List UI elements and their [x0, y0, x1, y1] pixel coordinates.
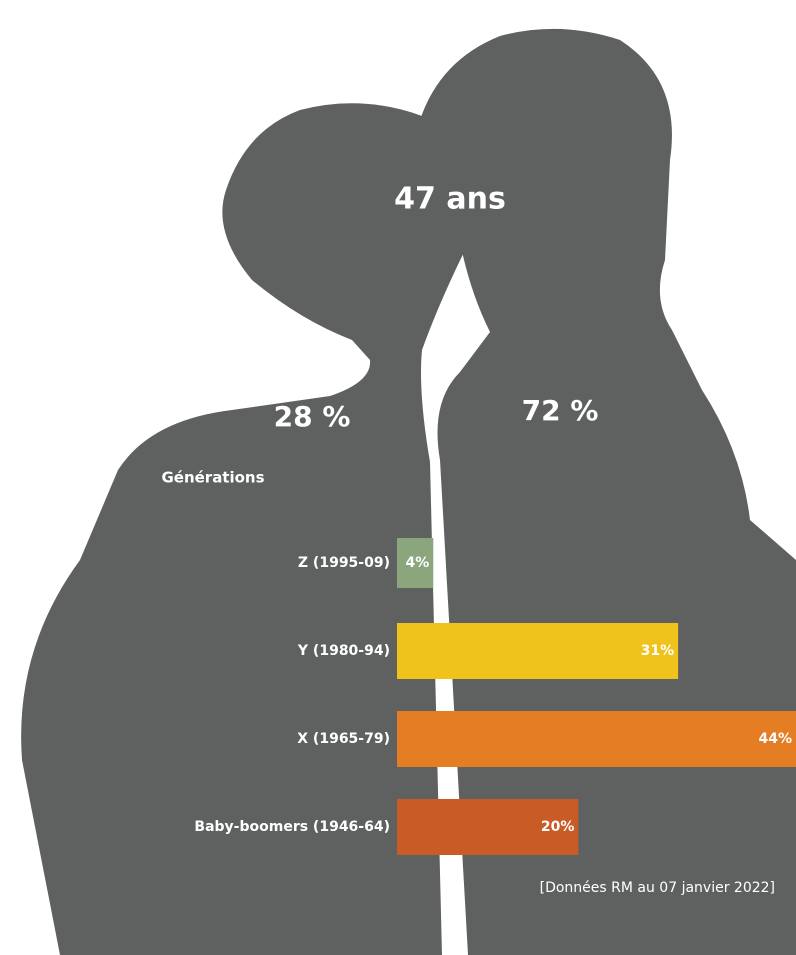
source-note: [Données RM au 07 janvier 2022]: [540, 880, 775, 896]
men-share: 72 %: [522, 394, 599, 427]
bar: [397, 623, 679, 679]
category-label: X (1965-79): [297, 731, 390, 747]
value-label: 44%: [758, 731, 792, 747]
average-age: 47 ans: [394, 182, 506, 217]
category-label: Baby-boomers (1946-64): [194, 819, 390, 835]
bar: [397, 799, 579, 855]
value-label: 31%: [641, 643, 675, 659]
value-label: 4%: [405, 555, 429, 571]
category-label: Z (1995-09): [298, 555, 390, 571]
axis-title: Générations: [161, 469, 264, 487]
silhouette-woman: [21, 103, 471, 955]
bar: [397, 538, 434, 588]
value-label: 20%: [541, 819, 575, 835]
category-label: Y (1980-94): [297, 643, 390, 659]
women-share: 28 %: [274, 400, 351, 433]
bar: [397, 711, 796, 767]
